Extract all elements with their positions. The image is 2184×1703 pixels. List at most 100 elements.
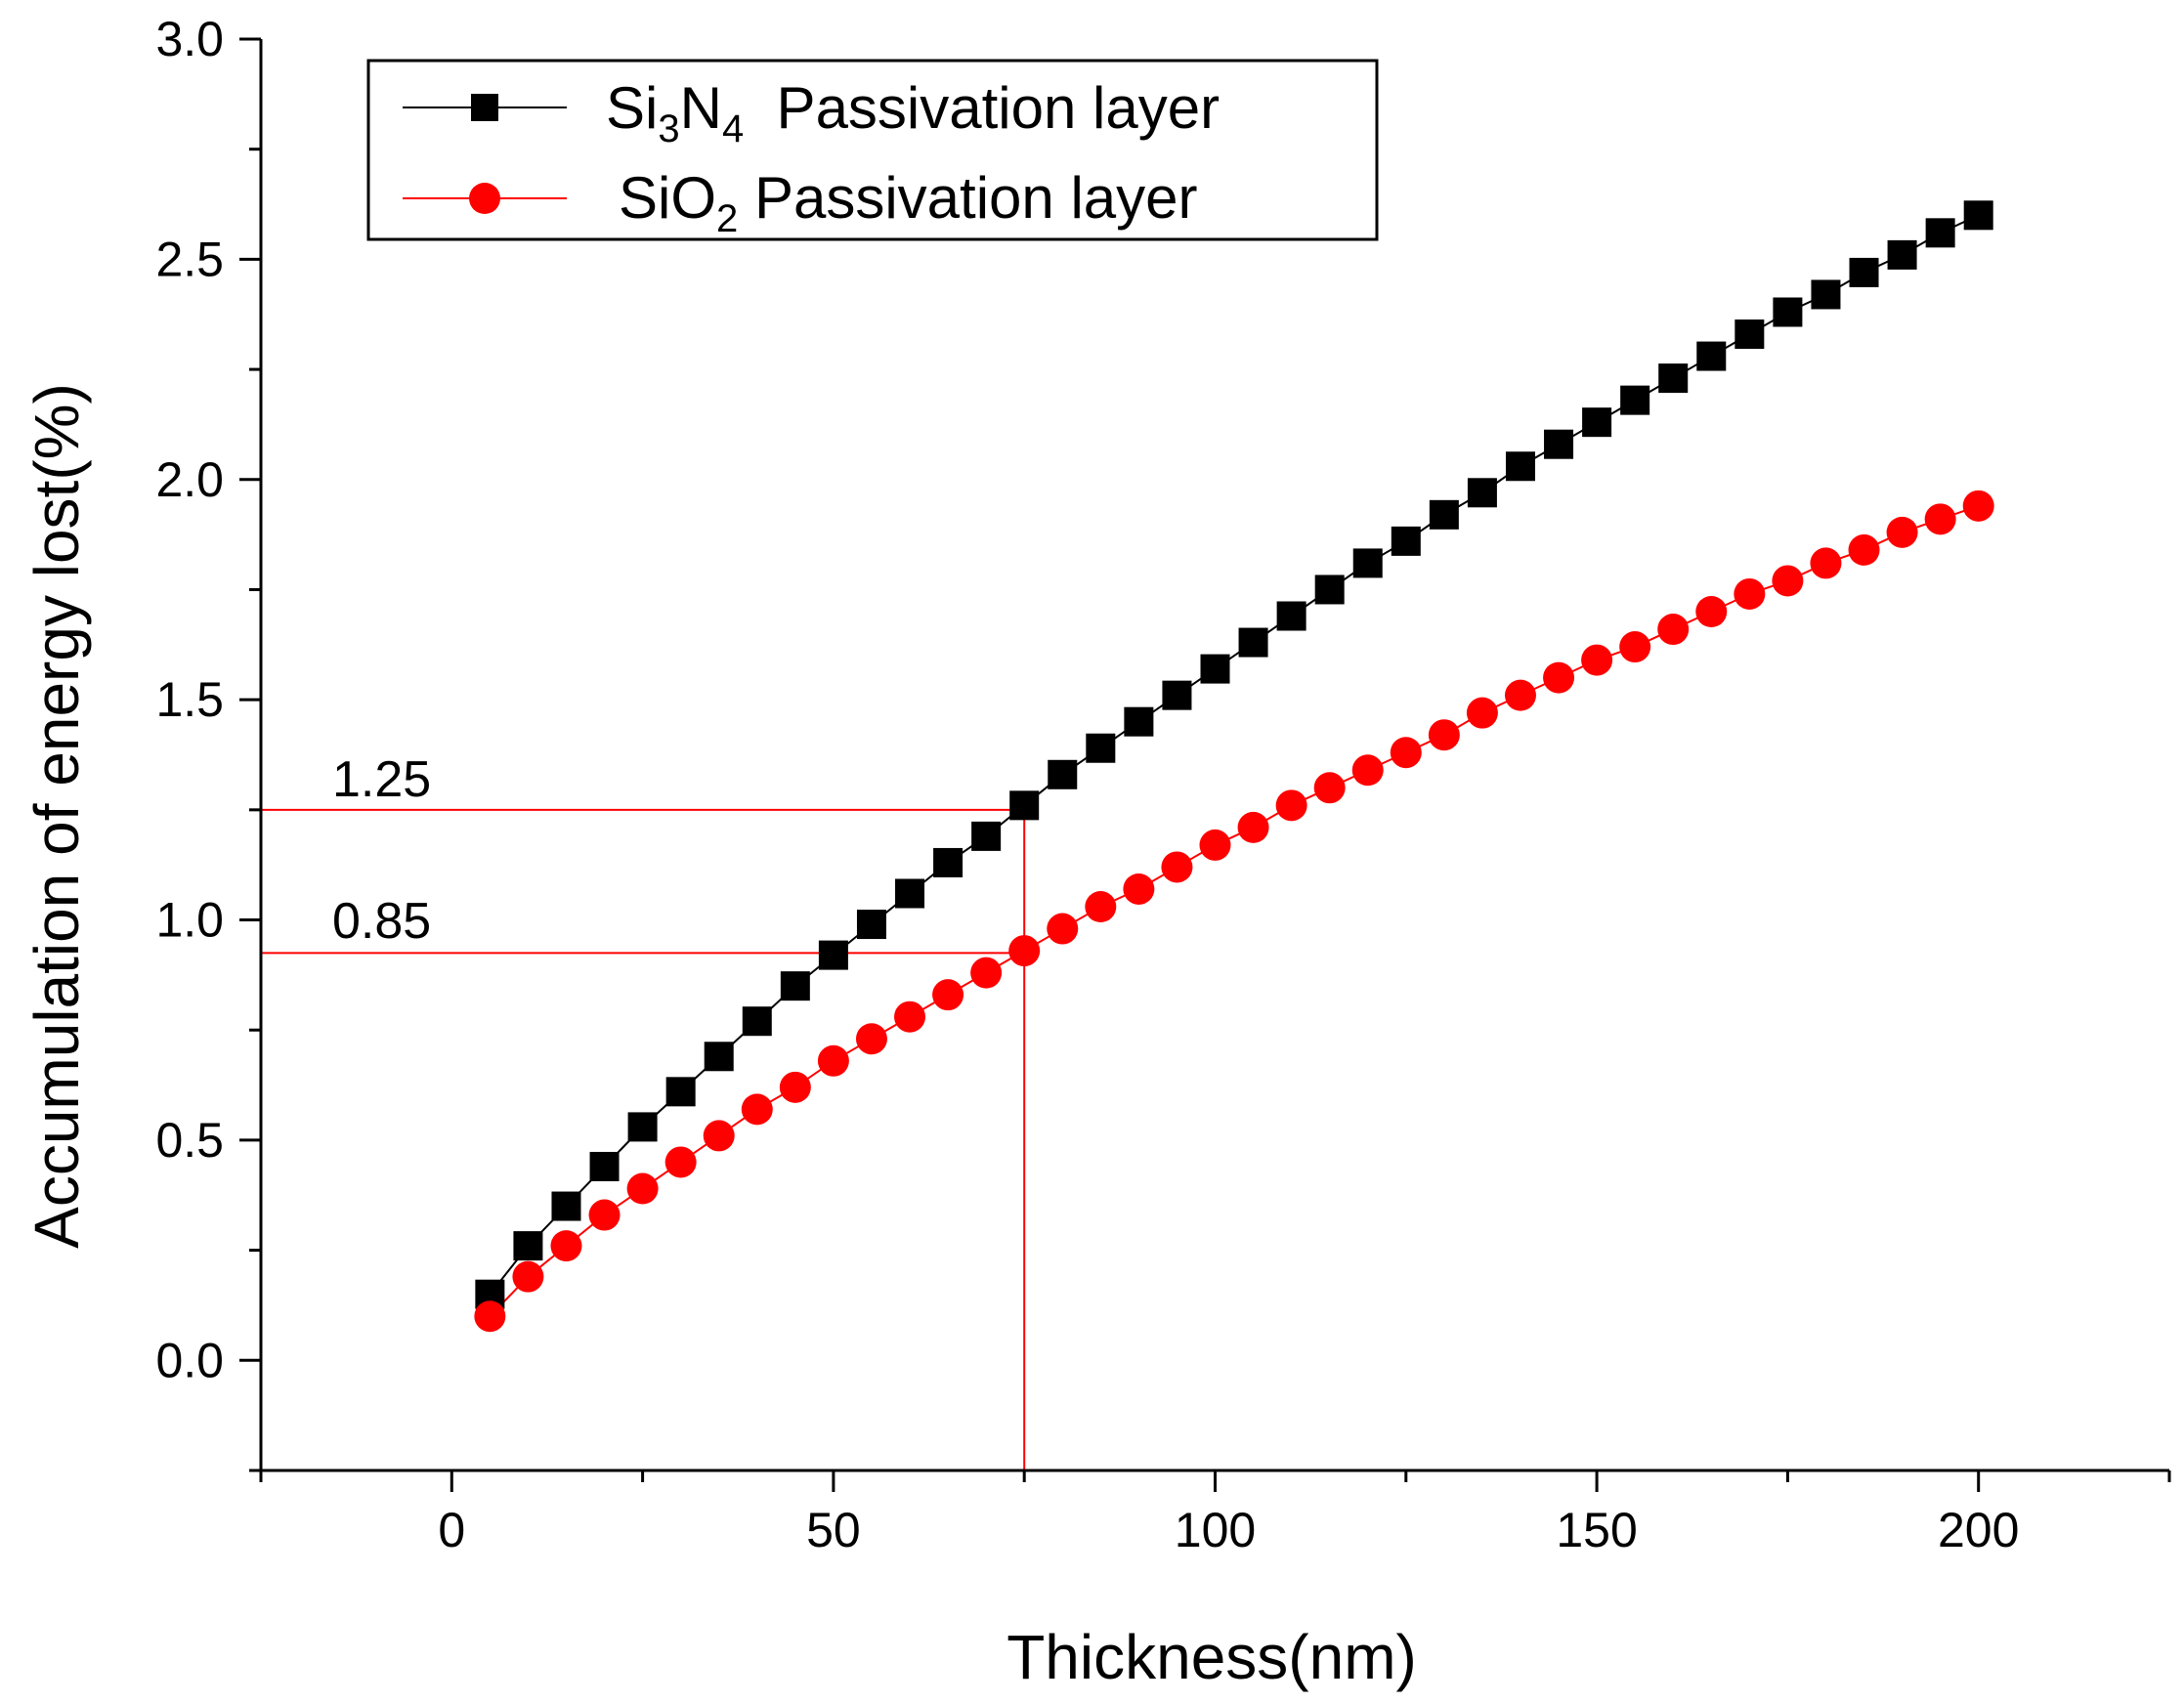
data-point-circle [1237,811,1269,843]
data-point-square [704,1042,734,1072]
data-point-square [1582,407,1612,438]
data-point-square [1162,680,1192,710]
data-point-square [1048,759,1078,789]
data-point-circle [1581,644,1613,676]
data-point-circle [1390,737,1422,769]
data-point-square [1925,218,1955,248]
data-point-square [1811,279,1841,310]
x-tick-label: 100 [1175,1503,1256,1557]
annotation-label-1.25: 1.25 [332,751,431,808]
data-point-square [1238,627,1268,658]
data-point-circle [1275,789,1307,822]
data-point-square [895,878,925,909]
legend-entry-sio2: SiO2 Passivation layer [403,165,1198,240]
data-point-circle [1772,565,1804,597]
data-point-square [589,1151,620,1181]
data-point-circle [550,1230,582,1262]
series-line-si3n4 [489,214,1980,1296]
data-point-circle [1543,661,1575,694]
data-markers [474,200,1994,1333]
data-point-circle [1924,503,1956,535]
data-point-circle [1695,596,1728,627]
x-tick-label: 50 [806,1503,861,1557]
data-point-square [1086,733,1116,763]
data-point-square [971,821,1002,851]
data-point-circle [664,1146,697,1178]
y-tick-label: 0.5 [155,1113,224,1168]
data-point-square [1505,451,1535,482]
data-point-circle [1199,829,1231,861]
data-point-circle [1047,913,1079,945]
data-point-square [1276,601,1306,631]
data-point-circle [817,1044,849,1077]
data-point-circle [855,1023,887,1055]
data-point-circle [588,1199,621,1231]
data-point-square [1124,706,1154,737]
data-point-circle [1810,547,1842,579]
x-axis-title: Thickness(nm) [1006,1622,1417,1692]
series-lines [489,214,1980,1317]
data-point-square [1887,239,1917,270]
legend-marker-square [471,94,498,121]
data-point-circle [894,1001,926,1033]
data-point-circle [1886,516,1918,548]
data-point-circle [1123,873,1155,905]
data-point-square [1734,319,1765,350]
data-point-square [1314,575,1345,605]
annotation-label-0.85: 0.85 [332,893,431,950]
legend-entry-si3n4: Si3N4 Passivation layer [403,75,1220,150]
data-point-square [1963,200,1993,231]
y-tick-label: 2.0 [155,452,224,507]
data-point-square [1009,790,1040,821]
data-point-square [1467,478,1497,508]
data-point-circle [1504,679,1536,711]
data-point-square [1696,341,1727,371]
data-point-circle [1734,577,1766,610]
data-point-square [1773,297,1803,327]
data-point-square [1429,499,1459,530]
axes [239,37,2171,1492]
data-point-square [856,910,886,940]
data-point-circle [1962,490,1994,522]
data-point-circle [970,957,1003,989]
y-tick-label: 1.5 [155,672,224,727]
data-point-circle [703,1120,735,1152]
data-point-circle [1466,697,1498,729]
x-tick-label: 200 [1938,1503,2019,1557]
data-point-square [1620,385,1650,415]
data-point-square [818,940,848,970]
data-point-circle [1657,614,1690,646]
data-point-square [742,1006,772,1037]
x-tick-label: 150 [1556,1503,1637,1557]
data-point-circle [1351,754,1384,787]
legend-label-si3n4: Si3N4 Passivation layer [606,75,1220,150]
data-point-circle [1428,719,1460,751]
tick-labels: 0.0 0.5 1.0 1.5 2.0 2.5 3.0 0 50 100 150 200 [155,12,2019,1557]
legend-box [366,59,1379,241]
data-point-circle [779,1071,811,1103]
data-point-circle [1848,533,1880,566]
data-point-square [780,971,810,1001]
data-point-square [665,1077,696,1107]
data-point-square [1352,548,1383,578]
reference-lines [261,808,1026,1470]
data-point-square [1391,526,1421,556]
data-point-circle [512,1260,544,1293]
data-point-circle [1619,631,1651,663]
series-line-sio2 [489,504,1980,1317]
legend-label-sio2: SiO2 Passivation layer [619,165,1198,240]
legend-marker-circle [469,183,500,214]
data-point-square [1658,363,1689,394]
data-point-square [551,1191,581,1221]
data-point-square [1200,654,1230,684]
data-point-circle [741,1093,773,1126]
data-point-square [627,1112,658,1142]
legend: Si3N4 Passivation layer SiO2 Passivation… [366,59,1379,241]
data-point-square [1544,429,1574,459]
data-point-circle [932,979,964,1011]
data-point-square [1849,257,1879,287]
data-point-circle [1085,891,1117,923]
y-axis-title: Accumulation of energy lost(%) [21,383,92,1249]
data-point-circle [626,1172,659,1205]
